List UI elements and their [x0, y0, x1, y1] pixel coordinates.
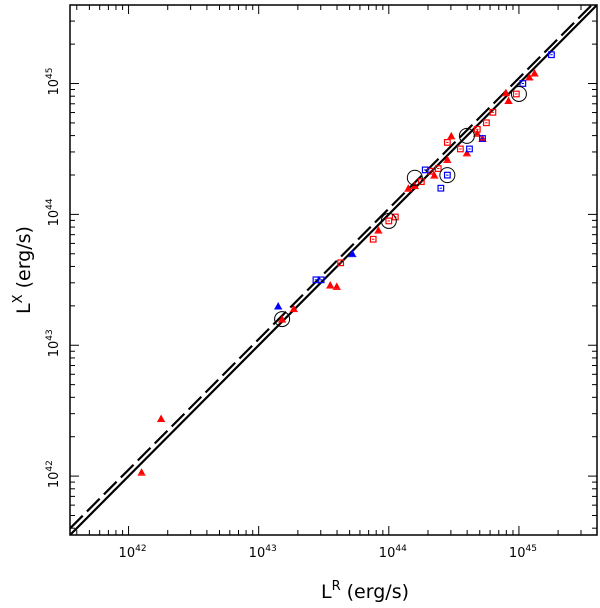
blue-square-point — [443, 171, 451, 179]
red-square-point — [482, 119, 490, 127]
blue-square-point — [548, 51, 555, 59]
circled-source-marker — [510, 85, 527, 102]
y-tick-label: 1045 — [45, 68, 62, 96]
circled-source-marker — [458, 127, 475, 144]
y-tick-label-group: 1044 — [45, 198, 62, 226]
blue-square-point — [519, 80, 527, 87]
blue-square-point — [479, 135, 486, 142]
red-triangle-point — [374, 226, 382, 233]
red-square-point — [434, 165, 442, 172]
y-tick-label-group: 1042 — [45, 460, 62, 488]
red-triangle-point — [138, 468, 146, 475]
data-points — [137, 51, 555, 476]
x-tick-label: 1043 — [249, 544, 277, 561]
y-tick-label: 1042 — [45, 460, 62, 488]
y-tick-label: 1043 — [45, 329, 62, 357]
red-triangle-point — [478, 134, 486, 141]
blue-triangle-point — [274, 301, 282, 309]
y-tick-label-group: 1043 — [45, 329, 62, 357]
blue-square-point — [421, 166, 429, 174]
blue-square-point — [466, 145, 473, 153]
x-tick-label: 1044 — [379, 544, 407, 561]
red-square-point — [512, 90, 520, 98]
red-triangle-point — [502, 88, 510, 96]
red-triangle-point — [447, 131, 455, 139]
blue-square-point — [317, 276, 325, 284]
x-axis-title: LR (erg/s) — [321, 579, 409, 603]
red-triangle-point — [443, 155, 451, 162]
x-tick-label: 1045 — [509, 544, 537, 561]
y-axis-title: LX (erg/s) — [11, 226, 35, 314]
red-triangle-point — [404, 184, 412, 191]
red-square-point — [443, 139, 451, 146]
red-square-point — [417, 178, 425, 186]
red-square-point — [337, 259, 345, 267]
blue-square-point — [437, 184, 445, 192]
red-triangle-point — [505, 96, 513, 104]
red-square-point — [489, 108, 497, 116]
one-to-one-line — [70, 5, 597, 535]
fit-line — [70, 5, 594, 530]
red-triangle-point — [333, 282, 341, 289]
circled-source-marker — [380, 212, 397, 229]
circled-source-marker — [406, 169, 423, 186]
red-square-point — [369, 235, 377, 243]
plot-frame — [69, 4, 598, 536]
red-square-point — [391, 213, 399, 221]
x-tick-label: 1042 — [119, 544, 147, 561]
y-tick-label: 1044 — [45, 198, 62, 226]
axis-ticks — [70, 5, 597, 535]
red-square-point — [456, 145, 464, 153]
red-triangle-point — [326, 281, 334, 288]
fit-lines — [70, 5, 597, 535]
red-square-point — [473, 125, 481, 133]
red-triangle-point — [290, 304, 298, 312]
y-tick-label-group: 1045 — [45, 68, 62, 96]
blue-triangle-point — [348, 249, 356, 257]
red-triangle-point — [157, 414, 165, 422]
red-triangle-point — [430, 171, 438, 178]
circled-source-marker — [439, 167, 456, 184]
red-triangle-point — [525, 72, 533, 80]
red-square-point — [385, 217, 393, 225]
red-triangle-point — [531, 69, 539, 76]
red-triangle-point — [278, 315, 286, 322]
tick-labels: 1042 1043 1044 1045 1042 1043 1044 1045 — [45, 68, 537, 561]
circled-source-marker — [274, 311, 291, 328]
